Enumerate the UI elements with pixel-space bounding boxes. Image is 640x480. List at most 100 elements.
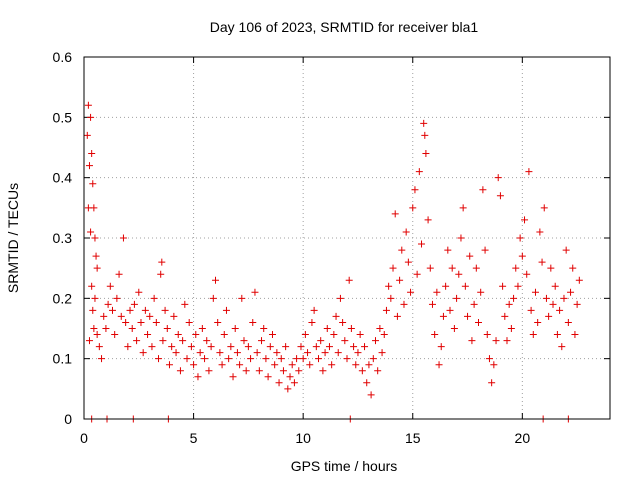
data-point xyxy=(494,174,502,182)
data-point xyxy=(531,288,539,296)
data-point xyxy=(93,331,101,339)
data-point xyxy=(163,325,171,332)
y-tick-label: 0.3 xyxy=(53,230,73,246)
data-point xyxy=(106,282,114,290)
data-point xyxy=(455,270,463,278)
data-point xyxy=(220,331,228,339)
data-point xyxy=(428,300,436,308)
data-point xyxy=(488,379,496,387)
data-point xyxy=(92,252,100,260)
data-point xyxy=(374,367,382,375)
data-point xyxy=(137,318,145,326)
data-point xyxy=(464,312,472,320)
data-point xyxy=(371,337,379,345)
data-point xyxy=(558,343,566,351)
data-point xyxy=(477,288,485,296)
data-point xyxy=(227,343,235,351)
data-point xyxy=(262,355,270,363)
data-point xyxy=(396,276,404,284)
data-point xyxy=(87,228,95,236)
data-point xyxy=(345,276,353,284)
data-point xyxy=(150,294,158,302)
data-point xyxy=(91,294,99,302)
y-axis-label: SRMTID / TECUs xyxy=(5,183,21,293)
data-point xyxy=(415,168,423,176)
data-point xyxy=(253,349,261,357)
x-tick-label: 20 xyxy=(515,430,531,446)
data-point xyxy=(369,355,377,363)
data-point xyxy=(91,234,99,242)
data-point xyxy=(85,337,93,345)
data-point xyxy=(549,300,557,308)
data-point xyxy=(216,349,224,357)
data-point xyxy=(214,318,222,326)
data-point xyxy=(174,331,182,339)
data-point xyxy=(126,306,134,314)
data-point xyxy=(538,258,546,266)
data-point xyxy=(437,343,445,351)
data-point xyxy=(507,325,515,332)
data-point xyxy=(483,331,491,339)
data-point xyxy=(198,325,206,332)
data-point xyxy=(317,337,325,345)
data-point xyxy=(404,258,412,266)
data-point xyxy=(238,294,246,302)
data-point xyxy=(501,312,509,320)
data-point xyxy=(128,325,136,332)
data-point xyxy=(376,325,384,332)
data-point xyxy=(133,337,141,345)
data-point xyxy=(192,331,200,339)
y-tick-label: 0 xyxy=(64,411,72,427)
data-point xyxy=(284,385,292,393)
data-point xyxy=(113,294,121,302)
data-point xyxy=(89,306,97,314)
data-point xyxy=(426,264,434,272)
grid-lines xyxy=(84,57,610,419)
data-point xyxy=(165,361,173,369)
data-point xyxy=(551,282,559,290)
data-point xyxy=(341,337,349,345)
data-point xyxy=(312,343,320,351)
data-point xyxy=(382,306,390,314)
data-point xyxy=(251,288,259,296)
data-point xyxy=(391,210,399,218)
data-point xyxy=(505,300,513,308)
data-point xyxy=(111,331,119,339)
data-point xyxy=(439,312,447,320)
data-point xyxy=(475,318,482,326)
data-point xyxy=(514,282,522,290)
data-point xyxy=(352,361,360,369)
data-point xyxy=(356,331,364,339)
data-point xyxy=(187,343,195,351)
data-point xyxy=(466,252,474,260)
data-point xyxy=(170,312,178,320)
x-tick-label: 10 xyxy=(295,430,311,446)
data-point xyxy=(380,331,388,339)
data-point xyxy=(159,337,167,345)
data-point xyxy=(534,318,542,326)
data-point xyxy=(358,367,366,375)
data-point xyxy=(562,246,570,254)
data-points xyxy=(83,101,583,423)
data-point xyxy=(453,294,461,302)
data-point xyxy=(117,312,125,320)
data-point xyxy=(571,331,579,339)
data-point xyxy=(268,331,276,339)
data-point xyxy=(516,234,524,242)
x-tick-label: 0 xyxy=(80,430,88,446)
data-point xyxy=(512,264,520,272)
data-point xyxy=(435,361,443,369)
data-point xyxy=(157,270,165,278)
x-tick-label: 15 xyxy=(405,430,421,446)
y-tick-label: 0.2 xyxy=(53,290,73,306)
data-point xyxy=(141,306,149,314)
data-point xyxy=(492,337,500,345)
data-point xyxy=(527,306,535,314)
data-point xyxy=(181,300,189,308)
data-point xyxy=(545,312,553,320)
data-point xyxy=(196,349,204,357)
data-point xyxy=(176,367,184,375)
data-point xyxy=(242,367,250,375)
data-point xyxy=(85,162,93,170)
data-point xyxy=(490,361,498,369)
